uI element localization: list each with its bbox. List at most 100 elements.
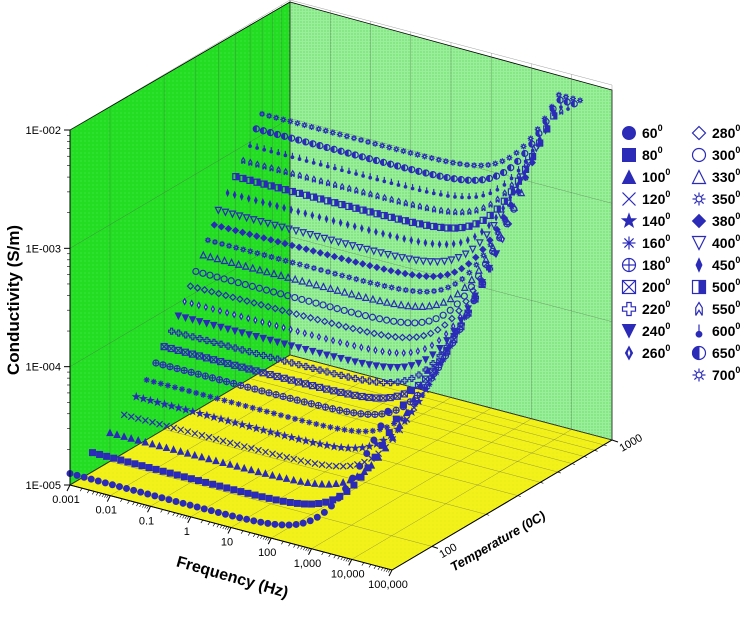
- data-point: [361, 293, 370, 301]
- data-point: [325, 479, 333, 488]
- data-point: [396, 197, 401, 205]
- data-point: [267, 319, 272, 328]
- data-point: [252, 125, 260, 133]
- data-point: [283, 150, 288, 158]
- data-point: [101, 479, 109, 487]
- data-point: [295, 361, 303, 369]
- data-point: [217, 306, 223, 315]
- data-point: [371, 410, 379, 419]
- legend-marker-pin-filled: [695, 324, 703, 338]
- data-point: [382, 193, 387, 202]
- data-point: [470, 297, 478, 305]
- data-point: [187, 368, 195, 376]
- legend-marker-triangle-filled: [621, 169, 637, 184]
- data-point: [466, 269, 473, 276]
- legend-degree-sup: 0: [658, 145, 663, 155]
- data-point: [224, 325, 232, 334]
- legend-marker-sun-open: [692, 192, 706, 206]
- data-point: [404, 319, 412, 327]
- data-point: [332, 462, 340, 470]
- x-minor-tick: [86, 489, 90, 494]
- data-point: [197, 452, 206, 461]
- x-minor-tick: [340, 556, 344, 561]
- data-point: [167, 344, 175, 353]
- legend-item-220: 2200: [621, 299, 670, 317]
- data-point: [127, 413, 135, 421]
- data-point: [366, 261, 374, 270]
- data-point: [433, 258, 442, 267]
- data-point: [428, 155, 435, 162]
- x-minor-tick: [361, 562, 365, 566]
- data-point: [417, 391, 425, 399]
- data-point: [251, 423, 261, 433]
- data-point: [88, 449, 96, 457]
- data-point: [297, 154, 302, 161]
- data-point: [305, 278, 314, 287]
- data-point: [216, 482, 224, 490]
- data-point: [422, 272, 431, 280]
- data-point: [208, 374, 217, 382]
- data-point: [180, 473, 188, 481]
- legend-degree-sup: 0: [665, 167, 670, 177]
- data-point: [233, 244, 240, 251]
- data-point: [266, 112, 273, 119]
- data-point: [559, 107, 564, 115]
- data-point: [358, 392, 366, 401]
- data-point: [344, 373, 352, 381]
- data-point: [365, 138, 372, 145]
- data-point: [306, 419, 313, 426]
- data-point: [391, 333, 400, 341]
- data-point: [265, 389, 273, 397]
- data-point: [307, 400, 315, 408]
- data-point: [222, 378, 231, 386]
- data-point: [436, 272, 445, 280]
- data-point: [173, 471, 181, 479]
- data-point: [238, 228, 247, 237]
- legend-item-550: 5500: [695, 299, 740, 317]
- data-point: [358, 376, 366, 384]
- data-point: [327, 502, 335, 510]
- data-point: [378, 410, 386, 418]
- legend-label: 7000: [712, 365, 740, 383]
- data-point: [438, 190, 443, 197]
- data-point: [513, 149, 520, 156]
- data-point: [417, 202, 423, 210]
- data-point: [108, 481, 116, 489]
- data-point: [252, 367, 260, 375]
- data-point: [408, 218, 417, 226]
- data-point: [424, 377, 432, 385]
- data-point: [445, 284, 452, 291]
- data-point: [399, 401, 407, 409]
- data-point: [330, 387, 338, 395]
- data-point: [371, 453, 379, 461]
- data-point: [198, 431, 206, 439]
- data-point: [317, 212, 322, 222]
- data-point: [145, 395, 155, 405]
- data-point: [410, 404, 418, 412]
- data-point: [352, 222, 357, 231]
- data-point: [337, 371, 345, 379]
- data-point: [148, 439, 157, 448]
- legend-item-180: 1800: [621, 255, 670, 273]
- data-point: [403, 416, 411, 423]
- legend-degree-sup: 0: [665, 321, 670, 331]
- data-point: [73, 471, 81, 479]
- data-point: [294, 434, 304, 444]
- data-point: [489, 222, 498, 230]
- data-point: [372, 394, 380, 402]
- x-tick-label: 100: [258, 547, 276, 559]
- legend-degree-sup: 0: [665, 233, 670, 243]
- data-point: [361, 312, 370, 320]
- series-700: [259, 91, 584, 169]
- data-point: [294, 378, 303, 386]
- data-point: [528, 140, 536, 148]
- data-point: [299, 519, 307, 527]
- x-minor-tick: [222, 525, 226, 530]
- data-point: [206, 252, 215, 261]
- data-point: [478, 162, 485, 169]
- data-point: [296, 261, 303, 268]
- data-point: [330, 370, 338, 378]
- data-point: [228, 399, 235, 406]
- series-60: [66, 407, 392, 529]
- data-point: [224, 342, 232, 350]
